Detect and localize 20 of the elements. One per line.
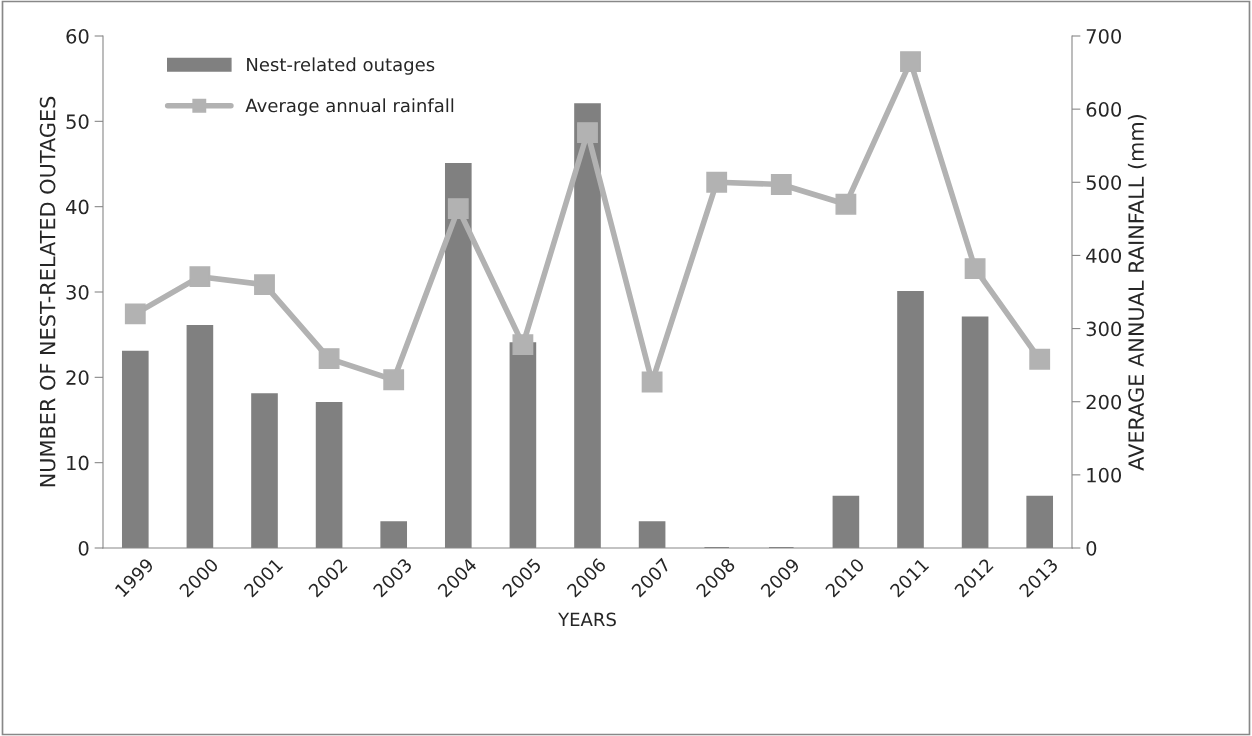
y2-tick-label: 200	[1086, 394, 1122, 410]
y2-tick-label: 700	[1086, 28, 1122, 44]
y-tick-label: 40	[66, 199, 89, 215]
y2-tick-label: 400	[1086, 248, 1122, 264]
y-tick-label: 60	[66, 28, 89, 44]
y-axis-title: NUMBER OF NEST-RELATED OUTAGES	[39, 96, 56, 487]
y-tick-label: 50	[66, 114, 89, 129]
y2-tick-label: 500	[1086, 175, 1122, 190]
y-tick-label: 0	[78, 540, 89, 556]
y-tick-label: 20	[66, 370, 89, 385]
y2-tick-label: 0	[1086, 540, 1097, 556]
legend-label: Average annual rainfall	[245, 98, 454, 116]
y2-tick-label: 300	[1086, 321, 1122, 337]
y2-axis-title: AVERAGE ANNUAL RAINFALL (mm)	[1127, 115, 1147, 471]
y-tick-label: 10	[67, 455, 89, 471]
y-tick-label: 30	[66, 284, 89, 300]
y2-tick-label: 100	[1087, 467, 1122, 483]
legend-label: Nest-related outages	[247, 57, 435, 75]
x-axis-title: YEARS	[558, 612, 616, 627]
y2-tick-label: 600	[1086, 102, 1122, 117]
